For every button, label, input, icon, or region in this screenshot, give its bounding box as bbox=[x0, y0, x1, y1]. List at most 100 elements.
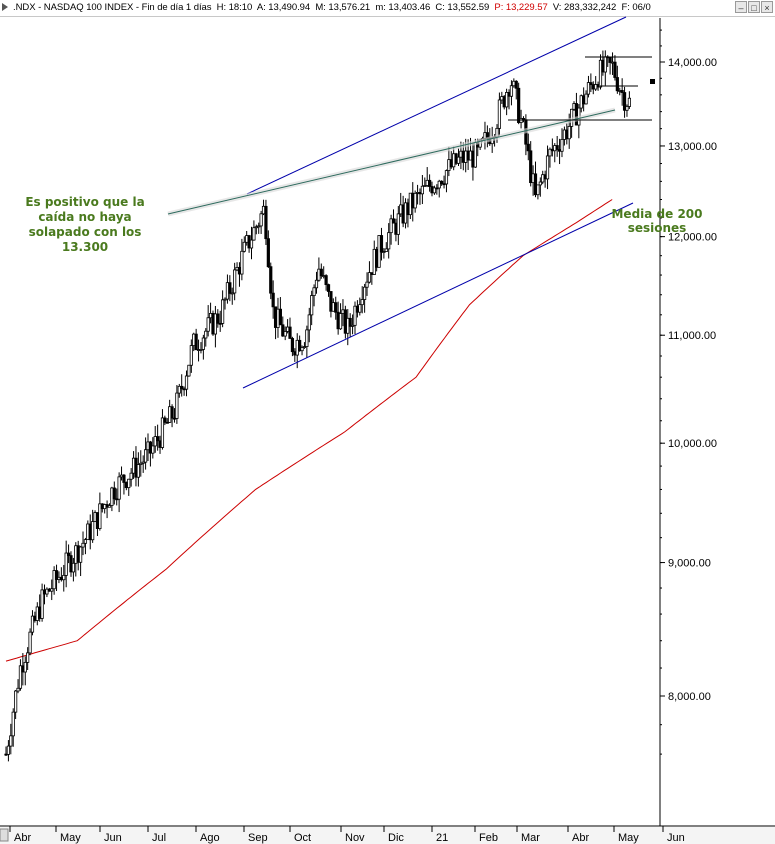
dropdown-arrow-icon[interactable] bbox=[2, 3, 8, 11]
candle-body bbox=[310, 295, 314, 316]
scroll-left-button bbox=[0, 828, 9, 842]
candle-body bbox=[353, 305, 357, 326]
candle-body bbox=[28, 631, 32, 654]
candle-body bbox=[141, 461, 145, 464]
candle-body bbox=[440, 180, 444, 185]
header-p: P: 13,229.57 bbox=[494, 2, 548, 13]
x-tick-label: Oct bbox=[294, 832, 311, 844]
candle-body bbox=[382, 251, 386, 253]
minimize-button[interactable]: – bbox=[735, 1, 747, 13]
annotation-right: Media de 200 sesiones bbox=[611, 207, 702, 235]
candle-body bbox=[156, 436, 160, 442]
candle-body bbox=[560, 139, 564, 152]
candle-body bbox=[326, 284, 331, 292]
candle-body bbox=[413, 192, 417, 209]
candle-body bbox=[233, 269, 237, 294]
trendline bbox=[167, 109, 616, 215]
candle-body bbox=[177, 385, 181, 394]
candle-body bbox=[536, 184, 540, 196]
header-ohlc-text: .NDX - NASDAQ 100 INDEX - Fin de día 1 d… bbox=[13, 2, 651, 13]
candle-body bbox=[40, 589, 44, 619]
candle-body bbox=[199, 349, 203, 351]
candle-body bbox=[6, 745, 11, 755]
candle-body bbox=[307, 314, 311, 331]
header-high: M: 13,576.21 bbox=[315, 2, 371, 13]
candle-body bbox=[129, 472, 133, 480]
x-axis-band bbox=[0, 827, 775, 844]
y-tick-label: 14,000.00 bbox=[668, 57, 717, 69]
candle-body bbox=[266, 238, 270, 268]
candle-body bbox=[627, 97, 631, 107]
last-price-marker bbox=[650, 79, 655, 84]
candle-body bbox=[269, 266, 273, 294]
candle-body bbox=[122, 474, 126, 483]
close-button[interactable]: × bbox=[761, 1, 773, 13]
x-tick-label: Abr bbox=[14, 832, 31, 844]
candle-body bbox=[259, 213, 263, 227]
x-tick-label: Sep bbox=[248, 832, 268, 844]
header-volume: V: 283,332,242 bbox=[552, 2, 617, 13]
candle-body bbox=[151, 445, 155, 454]
candle-body bbox=[127, 478, 131, 489]
candle-body bbox=[387, 232, 391, 250]
candle-body bbox=[79, 546, 83, 563]
candle-body bbox=[538, 181, 542, 186]
candle-body bbox=[586, 82, 591, 95]
x-tick-label: May bbox=[60, 832, 81, 844]
y-tick-label: 13,000.00 bbox=[668, 141, 717, 153]
x-tick-label: Dic bbox=[388, 832, 404, 844]
candle-body bbox=[62, 574, 66, 581]
lower-channel-line bbox=[242, 202, 634, 389]
candle-body bbox=[358, 304, 362, 313]
candle-body bbox=[14, 690, 18, 713]
candle-body bbox=[143, 449, 148, 463]
y-tick-label: 9,000.00 bbox=[668, 558, 711, 570]
header-open: A: 13,490.94 bbox=[256, 2, 311, 13]
upper-channel-line bbox=[246, 16, 627, 195]
candle-body bbox=[598, 59, 603, 88]
candle-body bbox=[98, 503, 102, 529]
candle-body bbox=[107, 505, 112, 508]
maximize-button[interactable]: □ bbox=[748, 1, 760, 13]
candle-body bbox=[389, 218, 393, 234]
header-f: F: 06/0 bbox=[621, 2, 651, 13]
candle-body bbox=[81, 542, 85, 548]
candle-body bbox=[548, 148, 552, 157]
y-tick-label: 12,000.00 bbox=[668, 232, 717, 244]
candle-body bbox=[11, 711, 15, 737]
candle-body bbox=[367, 272, 372, 283]
candle-body bbox=[64, 552, 68, 576]
candle-body bbox=[112, 487, 116, 500]
candle-body bbox=[305, 329, 309, 347]
candle-body bbox=[9, 735, 13, 747]
chart-header: .NDX - NASDAQ 100 INDEX - Fin de día 1 d… bbox=[0, 0, 775, 17]
x-tick-label: Ago bbox=[200, 832, 220, 844]
candle-body bbox=[23, 661, 27, 673]
candle-body bbox=[201, 337, 205, 350]
candle-body bbox=[396, 213, 400, 235]
header-symbol: .NDX - NASDAQ 100 INDEX - Fin de día 1 d… bbox=[13, 2, 212, 13]
candle-body bbox=[66, 552, 71, 557]
candle-body bbox=[189, 345, 193, 366]
candle-body bbox=[91, 521, 95, 541]
candle-body bbox=[228, 282, 232, 294]
x-tick-label: 21 bbox=[436, 832, 448, 844]
candle-body bbox=[529, 150, 533, 184]
candle-body bbox=[283, 331, 287, 337]
candle-body bbox=[290, 338, 295, 353]
candle-body bbox=[153, 436, 157, 447]
candle-body bbox=[298, 339, 302, 352]
candle-body bbox=[26, 652, 30, 663]
x-tick-label: Jun bbox=[667, 832, 685, 844]
candle-body bbox=[363, 286, 367, 300]
x-tick-label: Nov bbox=[345, 832, 365, 844]
candle-body bbox=[71, 562, 75, 573]
candle-body bbox=[170, 406, 174, 419]
candle-body bbox=[216, 313, 220, 324]
candle-body bbox=[319, 268, 323, 277]
candle-body bbox=[184, 375, 189, 390]
candle-body bbox=[278, 308, 282, 326]
candle-body bbox=[288, 326, 292, 339]
